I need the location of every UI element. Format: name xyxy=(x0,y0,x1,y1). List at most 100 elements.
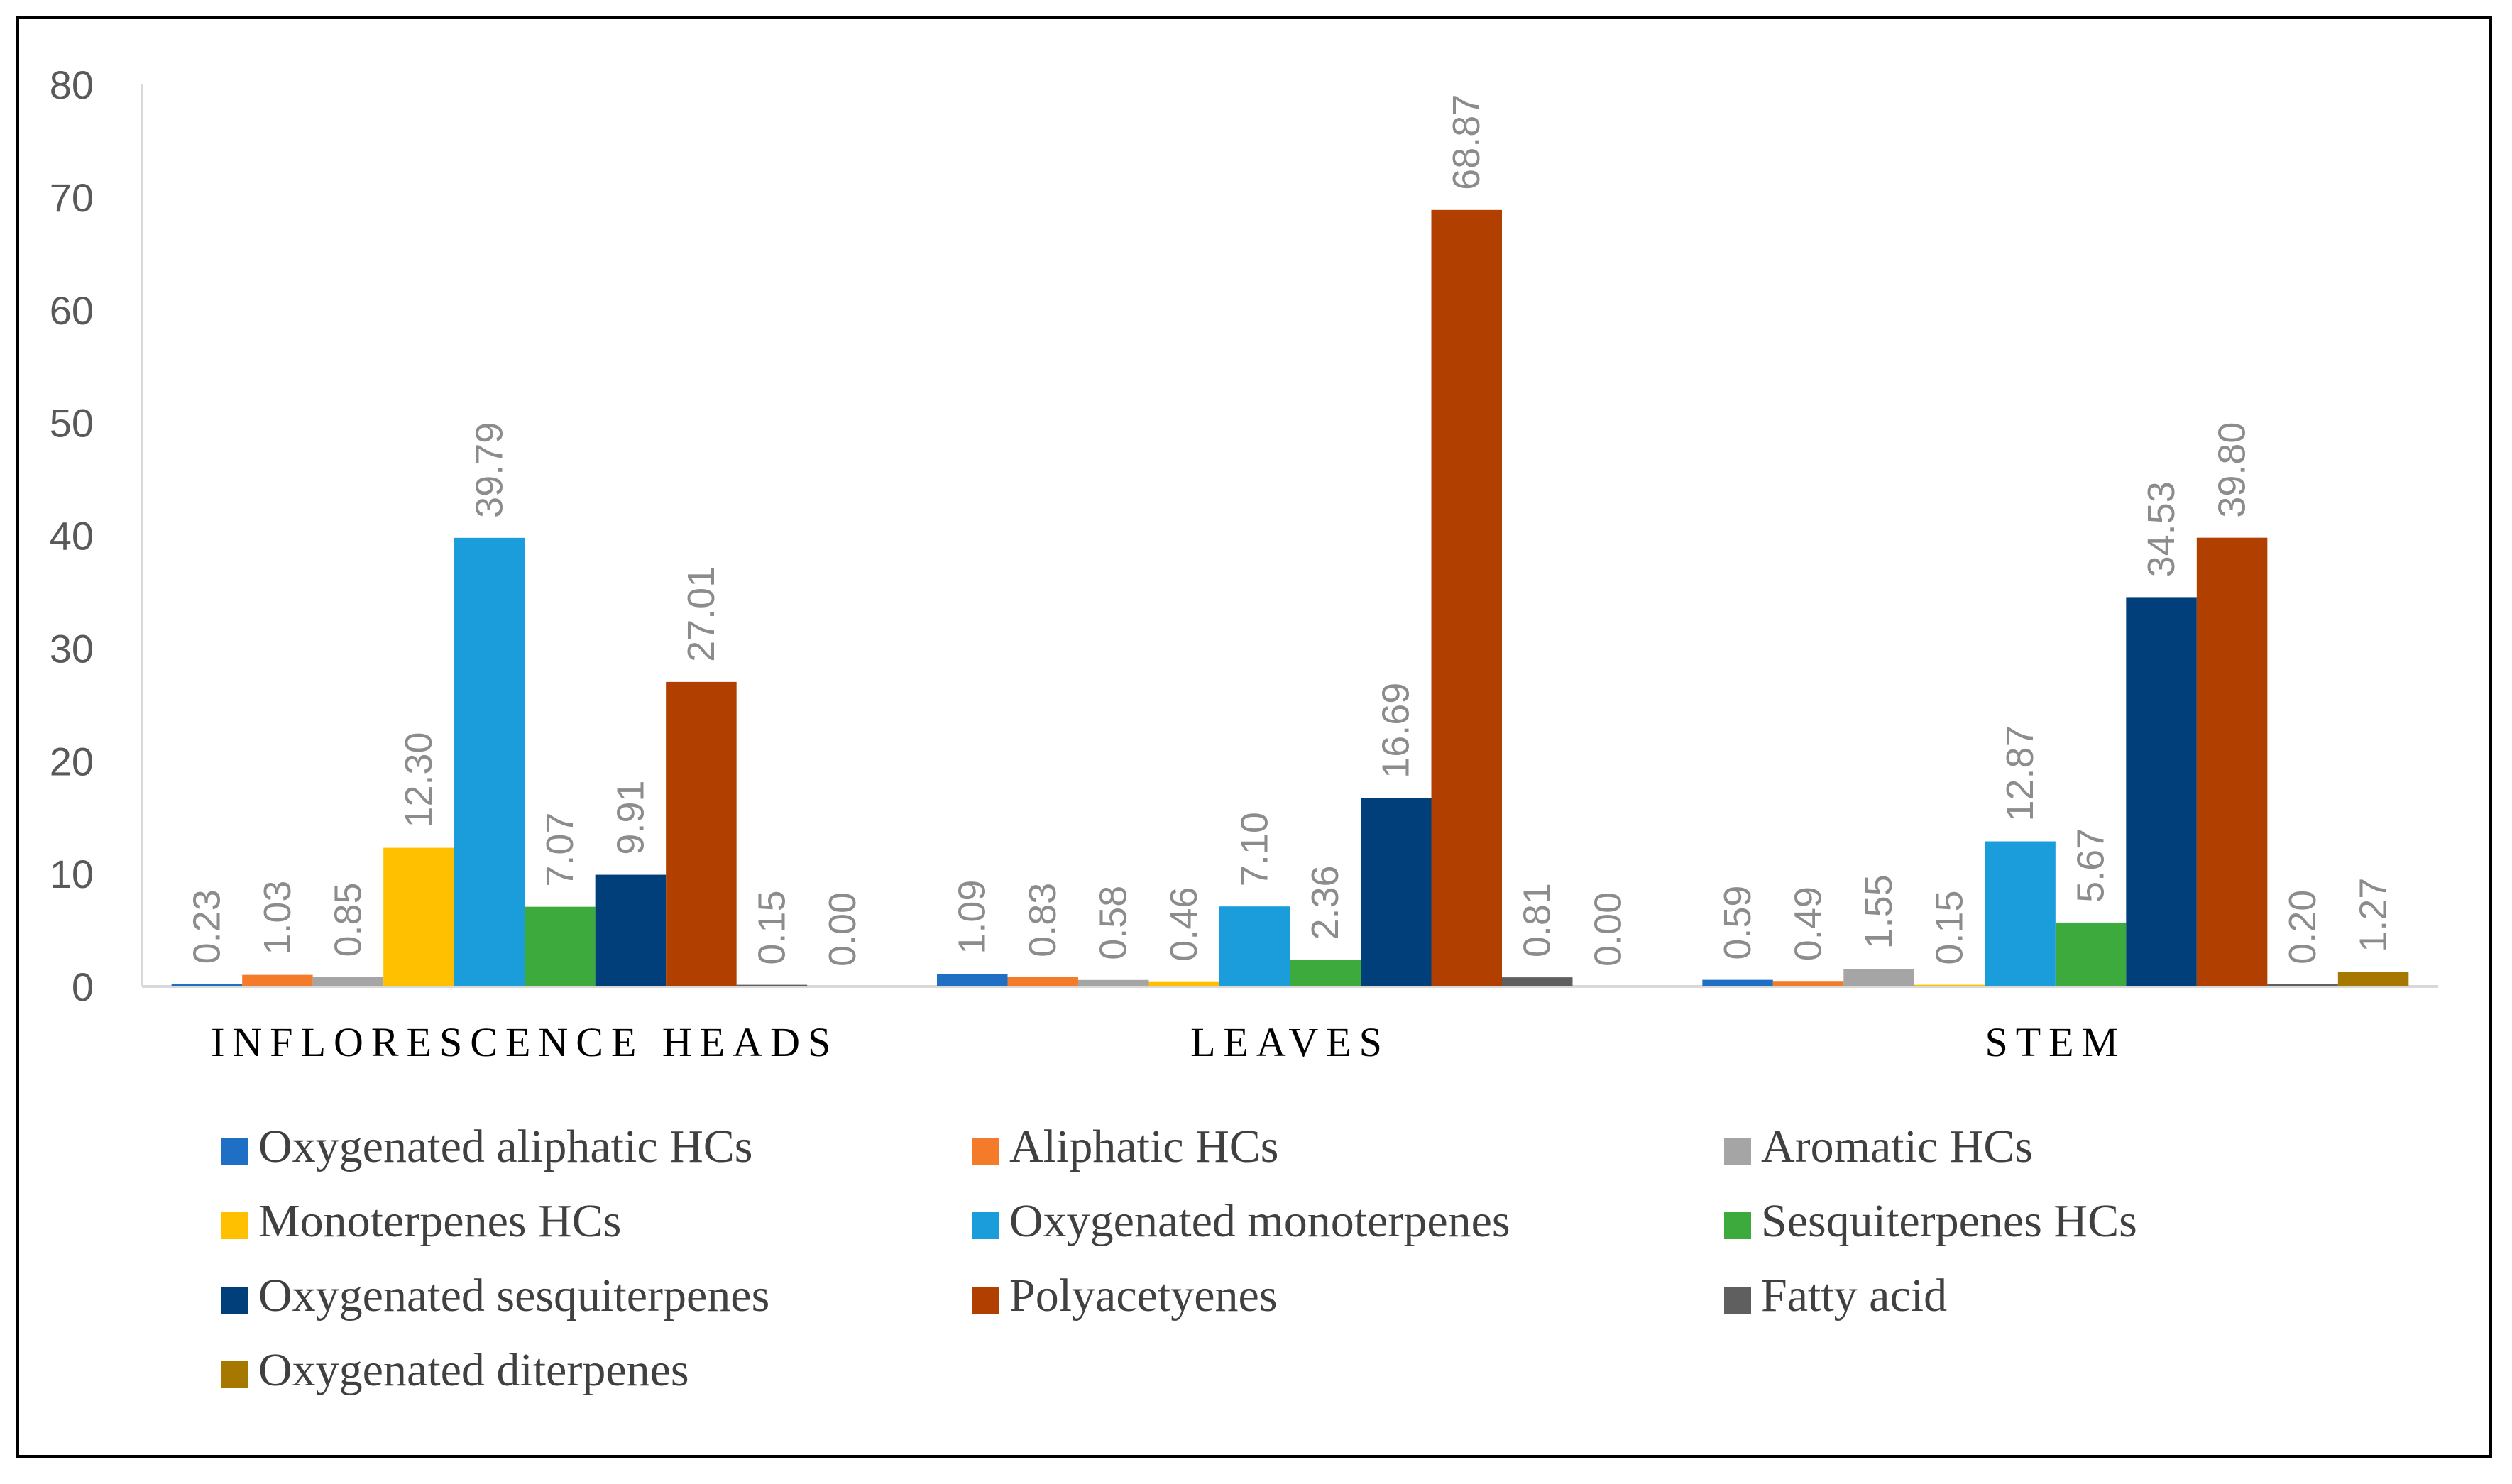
bar-stem-aromatic-hcs xyxy=(1843,969,1914,986)
bar-inflorescence-heads-sesquiterpenes-hcs xyxy=(525,906,596,986)
bar-inflorescence-heads-aromatic-hcs xyxy=(312,977,384,986)
bar-inflorescence-heads-aliphatic-hcs xyxy=(242,974,313,986)
legend-item-fatty-acid: Fatty acid xyxy=(1724,1270,1947,1321)
legend-swatch xyxy=(972,1212,999,1239)
legend-swatch xyxy=(1724,1138,1751,1165)
data-label-stem-sesquiterpenes-hcs: 5.67 xyxy=(2070,828,2112,903)
bar-stem-monoterpenes-hcs xyxy=(1914,984,1985,986)
data-label-stem-aliphatic-hcs: 0.49 xyxy=(1787,886,1830,961)
bar-leaves-aromatic-hcs xyxy=(1078,979,1149,986)
bar-stem-oxygenated-monoterpenes xyxy=(1985,841,2056,986)
y-tick-label: 50 xyxy=(50,401,94,446)
data-label-stem-fatty-acid: 0.20 xyxy=(2281,890,2324,964)
bar-leaves-oxygenated-monoterpenes xyxy=(1219,906,1290,986)
data-label-stem-oxygenated-diterpenes: 1.27 xyxy=(2352,878,2395,952)
y-tick-label: 30 xyxy=(50,626,94,671)
y-tick-label: 40 xyxy=(50,514,94,559)
data-label-stem-oxygenated-monoterpenes: 12.87 xyxy=(1999,725,2041,821)
bar-inflorescence-heads-polyacetyenes xyxy=(666,681,737,986)
legend-label: Oxygenated diterpenes xyxy=(258,1344,689,1396)
legend-item-aromatic-hcs: Aromatic HCs xyxy=(1724,1121,2033,1172)
legend-item-aliphatic-hcs: Aliphatic HCs xyxy=(972,1121,1278,1172)
data-label-inflorescence-heads-oxygenated-sesquiterpenes: 9.91 xyxy=(609,780,652,854)
bar-leaves-monoterpenes-hcs xyxy=(1148,981,1219,986)
data-label-leaves-oxygenated-aliphatic-hcs: 1.09 xyxy=(951,880,994,955)
data-label-inflorescence-heads-polyacetyenes: 27.01 xyxy=(680,566,723,662)
category-labels: INFLORESCENCE HEADS LEAVES STEM xyxy=(211,1019,2126,1065)
data-label-inflorescence-heads-oxygenated-diterpenes: 0.00 xyxy=(821,892,864,967)
legend-label: Sesquiterpenes HCs xyxy=(1761,1195,2137,1247)
legend-swatch xyxy=(221,1138,248,1165)
bar-inflorescence-heads-fatty-acid xyxy=(736,984,808,986)
legend-item-sesquiterpenes-hcs: Sesquiterpenes HCs xyxy=(1724,1195,2137,1247)
data-labels: 0.23 1.03 0.85 12.30 39.79 7.07 9.91 27.01 0.15 0… xyxy=(185,94,2394,967)
legend-swatch xyxy=(221,1361,248,1388)
data-label-inflorescence-heads-oxygenated-monoterpenes: 39.79 xyxy=(468,422,510,518)
category-label-leaves: LEAVES xyxy=(1190,1019,1390,1065)
legend-label: Aliphatic HCs xyxy=(1009,1121,1278,1172)
bar-stem-oxygenated-diterpenes xyxy=(2337,972,2409,986)
legend-swatch xyxy=(221,1287,248,1314)
legend-label: Oxygenated sesquiterpenes xyxy=(258,1270,769,1321)
legend-swatch xyxy=(972,1138,999,1165)
category-label-stem: STEM xyxy=(1985,1019,2126,1065)
bars xyxy=(171,209,2409,986)
legend-item-polyacetyenes: Polyacetyenes xyxy=(972,1270,1278,1321)
bar-inflorescence-heads-oxygenated-monoterpenes xyxy=(454,537,525,986)
bar-leaves-polyacetyenes xyxy=(1431,209,1502,986)
legend-swatch xyxy=(972,1287,999,1314)
bar-stem-oxygenated-aliphatic-hcs xyxy=(1702,979,1773,986)
data-label-leaves-oxygenated-sesquiterpenes: 16.69 xyxy=(1375,683,1417,779)
chart-svg: 0 10 20 30 40 50 60 70 80 0.23 1.03 0.85 12.30 39.79… xyxy=(50,62,2438,1396)
data-label-stem-polyacetyenes: 39.80 xyxy=(2211,422,2254,518)
legend-item-oxygenated-sesquiterpenes: Oxygenated sesquiterpenes xyxy=(221,1270,769,1321)
legend-swatch xyxy=(1724,1287,1751,1314)
bar-leaves-oxygenated-sesquiterpenes xyxy=(1361,798,1432,986)
data-label-leaves-aliphatic-hcs: 0.83 xyxy=(1021,883,1064,957)
bar-stem-oxygenated-sesquiterpenes xyxy=(2126,597,2197,986)
data-label-leaves-sesquiterpenes-hcs: 2.36 xyxy=(1304,865,1347,940)
data-label-inflorescence-heads-monoterpenes-hcs: 12.30 xyxy=(397,732,440,828)
data-label-inflorescence-heads-sesquiterpenes-hcs: 7.07 xyxy=(539,813,581,887)
legend-swatch xyxy=(221,1212,248,1239)
legend-item-monoterpenes-hcs: Monoterpenes HCs xyxy=(221,1195,621,1247)
legend-label: Fatty acid xyxy=(1761,1270,1947,1321)
legend-label: Oxygenated monoterpenes xyxy=(1009,1195,1510,1247)
data-label-leaves-oxygenated-monoterpenes: 7.10 xyxy=(1234,812,1276,886)
legend-item-oxygenated-aliphatic-hcs: Oxygenated aliphatic HCs xyxy=(221,1121,752,1172)
bar-leaves-aliphatic-hcs xyxy=(1007,977,1078,986)
bar-stem-polyacetyenes xyxy=(2196,537,2268,986)
chart-frame: 0 10 20 30 40 50 60 70 80 0.23 1.03 0.85 12.30 39.79… xyxy=(16,16,2492,1458)
data-label-stem-oxygenated-aliphatic-hcs: 0.59 xyxy=(1716,886,1759,960)
bar-inflorescence-heads-oxygenated-sesquiterpenes xyxy=(595,874,667,986)
bar-inflorescence-heads-monoterpenes-hcs xyxy=(383,847,454,986)
legend-label: Oxygenated aliphatic HCs xyxy=(258,1121,752,1172)
legend-label: Polyacetyenes xyxy=(1009,1270,1278,1321)
legend-label: Monoterpenes HCs xyxy=(258,1195,621,1247)
data-label-inflorescence-heads-fatty-acid: 0.15 xyxy=(750,891,793,965)
data-label-leaves-aromatic-hcs: 0.58 xyxy=(1092,886,1135,960)
data-label-inflorescence-heads-aliphatic-hcs: 1.03 xyxy=(256,881,299,955)
y-tick-label: 10 xyxy=(50,852,94,896)
legend-item-oxygenated-monoterpenes: Oxygenated monoterpenes xyxy=(972,1195,1510,1247)
data-label-inflorescence-heads-oxygenated-aliphatic-hcs: 0.23 xyxy=(185,889,228,964)
legend-swatch xyxy=(1724,1212,1751,1239)
data-label-stem-aromatic-hcs: 1.55 xyxy=(1858,874,1900,949)
bar-stem-aliphatic-hcs xyxy=(1772,981,1844,986)
y-tick-label: 70 xyxy=(50,175,94,220)
data-label-inflorescence-heads-aromatic-hcs: 0.85 xyxy=(327,882,369,957)
bar-stem-sesquiterpenes-hcs xyxy=(2055,922,2127,986)
legend-label: Aromatic HCs xyxy=(1761,1121,2033,1172)
category-label-inflorescence-heads: INFLORESCENCE HEADS xyxy=(211,1019,838,1065)
data-label-leaves-polyacetyenes: 68.87 xyxy=(1445,94,1488,190)
bar-leaves-oxygenated-aliphatic-hcs xyxy=(937,974,1008,986)
data-label-leaves-fatty-acid: 0.81 xyxy=(1516,883,1559,957)
data-label-stem-oxygenated-sesquiterpenes: 34.53 xyxy=(2140,481,2183,577)
legend-item-oxygenated-diterpenes: Oxygenated diterpenes xyxy=(221,1344,689,1396)
bar-leaves-sesquiterpenes-hcs xyxy=(1290,960,1361,986)
y-tick-label: 20 xyxy=(50,739,94,784)
data-label-stem-monoterpenes-hcs: 0.15 xyxy=(1929,891,1971,965)
bar-stem-fatty-acid xyxy=(2267,984,2338,986)
data-label-leaves-monoterpenes-hcs: 0.46 xyxy=(1163,887,1205,962)
bar-leaves-fatty-acid xyxy=(1502,977,1573,986)
